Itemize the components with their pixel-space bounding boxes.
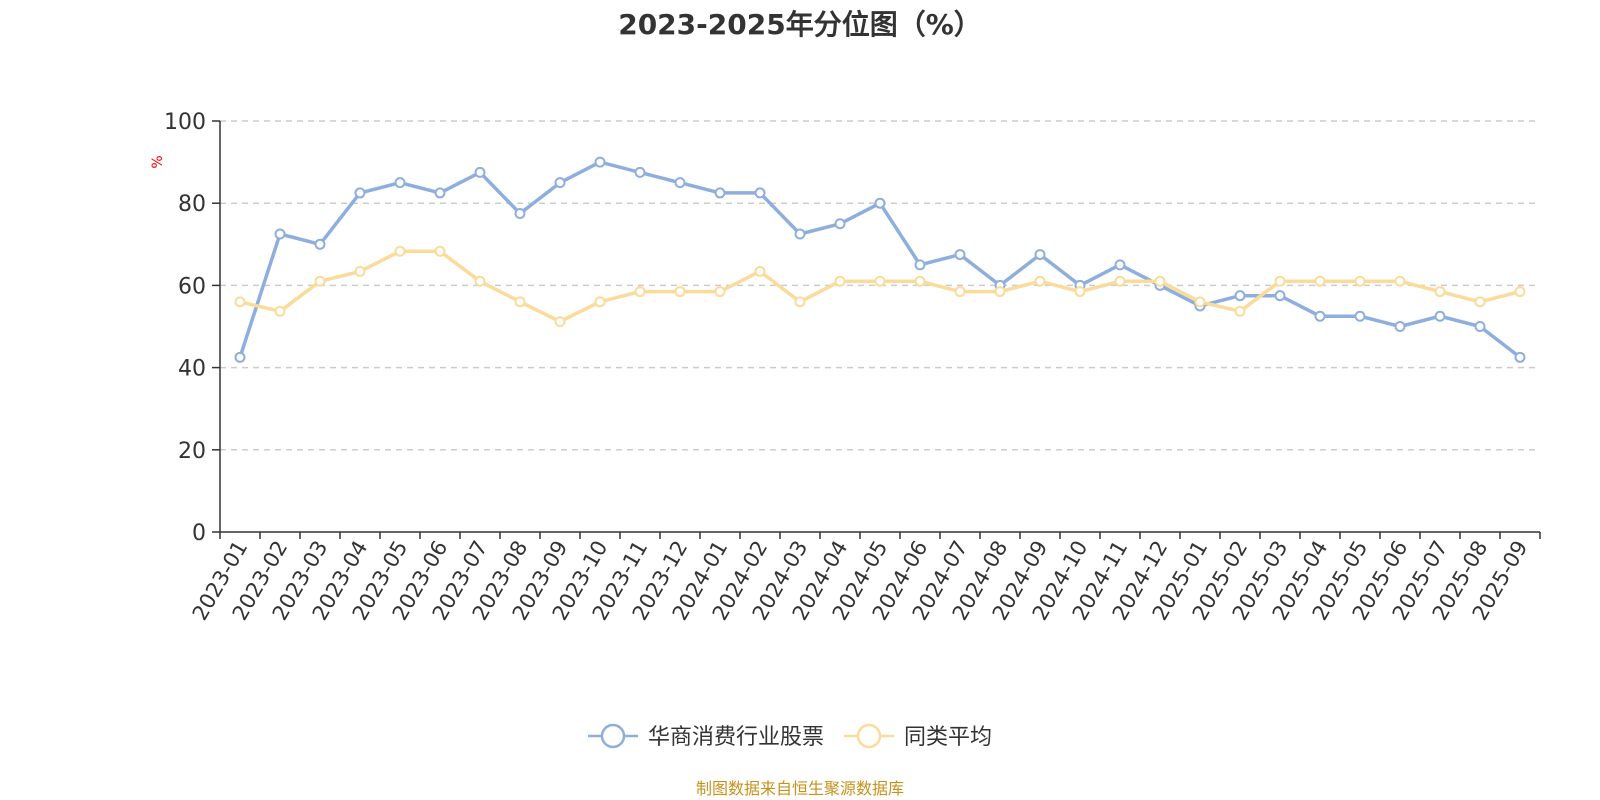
data-point[interactable] [1434,286,1446,298]
data-point[interactable] [394,177,406,189]
legend-marker [856,723,882,749]
data-point[interactable] [754,265,766,277]
y-tick-label: 20 [178,439,206,464]
data-point[interactable] [474,275,486,287]
series-2 [234,245,1526,328]
series-lines [234,156,1526,363]
data-point[interactable] [594,296,606,308]
data-point[interactable] [1274,290,1286,302]
data-point[interactable] [794,228,806,240]
data-point[interactable] [354,187,366,199]
data-point[interactable] [1474,296,1486,308]
series-line [238,160,1522,360]
data-point[interactable] [1434,310,1446,322]
data-point[interactable] [714,286,726,298]
data-point[interactable] [514,207,526,219]
y-axis-label: % [150,155,166,168]
y-tick-label: 60 [178,274,206,299]
legend-label: 华商消费行业股票 [648,725,824,750]
data-point[interactable] [674,286,686,298]
data-point[interactable] [314,238,326,250]
data-point[interactable] [794,296,806,308]
data-point[interactable] [1234,290,1246,302]
data-point[interactable] [1354,275,1366,287]
data-point[interactable] [754,187,766,199]
data-point[interactable] [1274,275,1286,287]
data-point[interactable] [394,245,406,257]
data-point[interactable] [834,275,846,287]
data-point[interactable] [1034,249,1046,261]
source-note: 制图数据来自恒生聚源数据库 [696,779,904,798]
data-point[interactable] [1394,275,1406,287]
data-point[interactable] [1514,286,1526,298]
data-point[interactable] [234,296,246,308]
y-tick-label: 100 [164,110,206,135]
data-point[interactable] [994,286,1006,298]
data-point[interactable] [634,286,646,298]
axes [212,120,1541,539]
data-point[interactable] [474,166,486,178]
data-point[interactable] [954,249,966,261]
data-point[interactable] [834,218,846,230]
data-point[interactable] [1034,275,1046,287]
data-point[interactable] [874,197,886,209]
data-point[interactable] [674,177,686,189]
x-tick-labels: 2023-012023-022023-032023-042023-052023-… [188,537,1533,625]
data-point[interactable] [1474,321,1486,332]
data-point[interactable] [434,187,446,199]
data-point[interactable] [314,275,326,287]
data-point[interactable] [1514,351,1526,363]
data-point[interactable] [634,166,646,178]
chart-title: 2023-2025年分位图（%） [618,8,982,41]
legend[interactable]: 华商消费行业股票 同类平均 [588,723,992,750]
data-point[interactable] [1394,321,1406,332]
y-tick-labels: 0 20 40 60 80 100 [164,110,206,546]
data-point[interactable] [1114,275,1126,287]
data-point[interactable] [274,228,286,240]
legend-marker [600,723,626,749]
data-point[interactable] [1194,296,1206,308]
data-point[interactable] [954,286,966,298]
data-point[interactable] [1314,275,1326,287]
data-point[interactable] [914,259,926,271]
data-point[interactable] [594,156,606,168]
legend-label: 同类平均 [904,725,992,750]
data-point[interactable] [1114,259,1126,271]
data-point[interactable] [1074,286,1086,298]
data-point[interactable] [874,275,886,287]
data-point[interactable] [1154,275,1166,287]
legend-item-2[interactable]: 同类平均 [844,723,992,750]
data-point[interactable] [1234,305,1246,317]
data-point[interactable] [354,265,366,277]
data-point[interactable] [914,275,926,287]
data-point[interactable] [1314,310,1326,322]
y-tick-label: 0 [192,521,206,546]
data-point[interactable] [514,296,526,308]
data-point[interactable] [234,351,246,363]
data-point[interactable] [1354,310,1366,322]
y-tick-label: 80 [178,192,206,217]
legend-item-1[interactable]: 华商消费行业股票 [588,723,824,750]
data-point[interactable] [714,187,726,199]
data-point[interactable] [274,305,286,317]
data-point[interactable] [554,177,566,189]
data-point[interactable] [434,245,446,257]
y-tick-label: 40 [178,357,206,382]
series-1 [234,156,1526,363]
data-point[interactable] [554,316,566,328]
